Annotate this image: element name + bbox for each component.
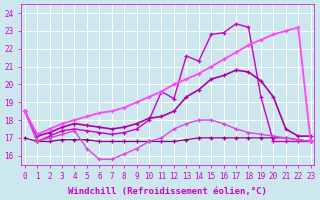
X-axis label: Windchill (Refroidissement éolien,°C): Windchill (Refroidissement éolien,°C) bbox=[68, 187, 267, 196]
